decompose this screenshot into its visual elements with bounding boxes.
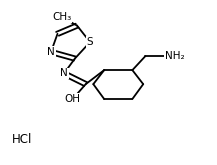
Text: N: N <box>60 68 68 78</box>
Text: NH₂: NH₂ <box>165 51 184 61</box>
Text: CH₃: CH₃ <box>52 12 71 22</box>
Text: HCl: HCl <box>12 133 32 146</box>
Text: OH: OH <box>65 94 81 104</box>
Text: S: S <box>87 37 93 47</box>
Text: N: N <box>47 47 55 57</box>
